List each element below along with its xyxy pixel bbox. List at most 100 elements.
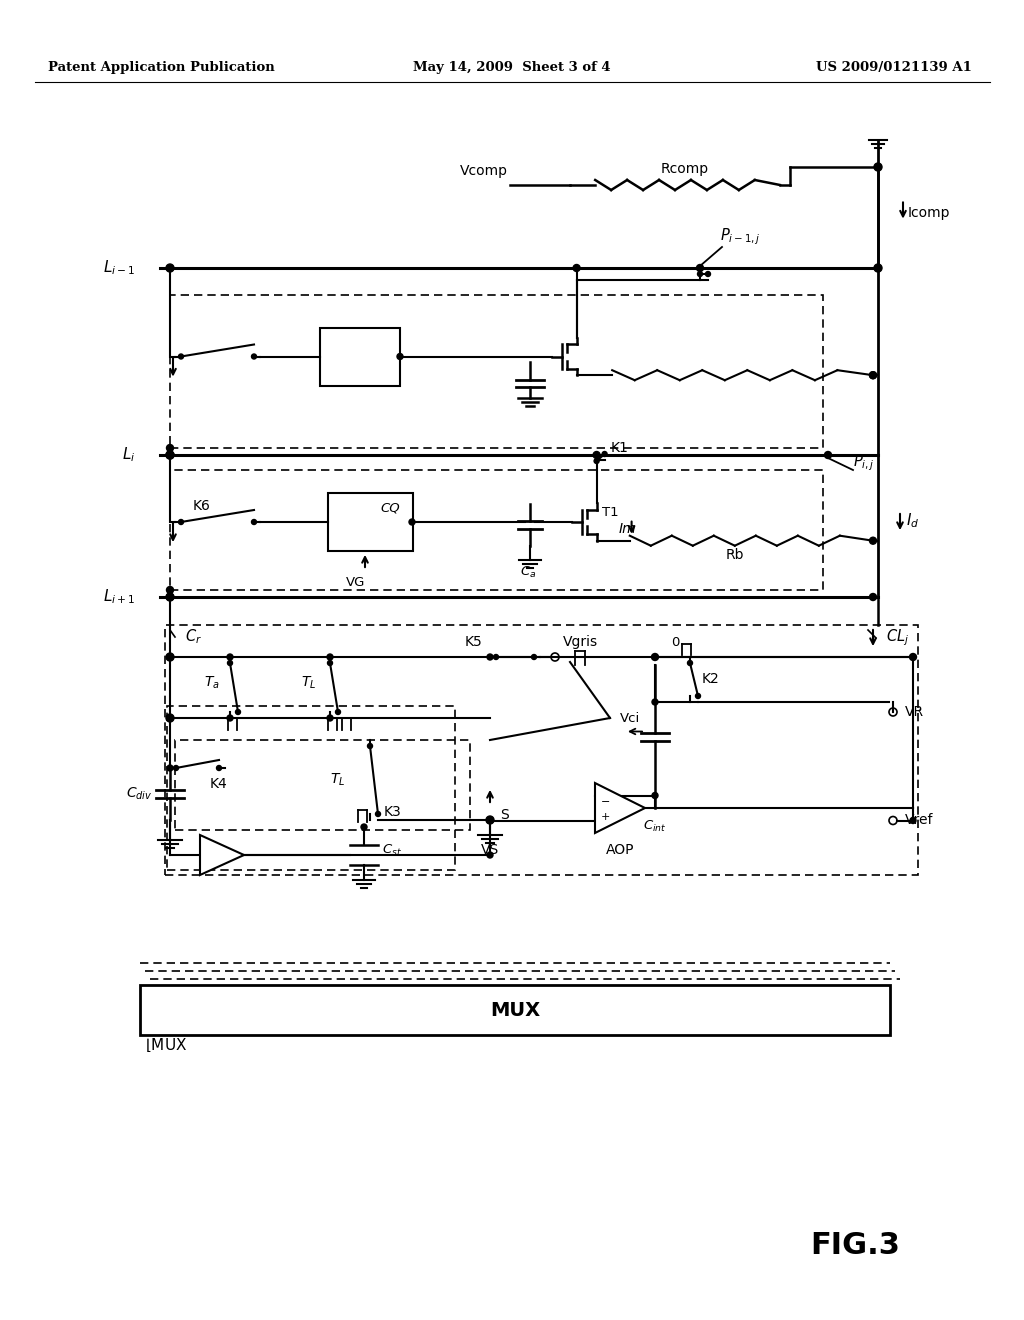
- Circle shape: [652, 700, 658, 705]
- Text: $C_{div}$: $C_{div}$: [126, 785, 152, 803]
- Circle shape: [602, 451, 607, 457]
- Circle shape: [494, 655, 499, 660]
- Circle shape: [874, 264, 882, 272]
- Circle shape: [327, 653, 333, 660]
- Text: S: S: [500, 808, 509, 822]
- Circle shape: [166, 653, 174, 661]
- Text: MUX: MUX: [489, 1001, 540, 1019]
- Text: Vgris: Vgris: [562, 635, 598, 649]
- Circle shape: [593, 451, 600, 458]
- Text: K2: K2: [702, 672, 720, 686]
- Circle shape: [166, 714, 174, 722]
- Text: Rcomp: Rcomp: [660, 162, 709, 176]
- Text: AOP: AOP: [606, 843, 634, 857]
- Text: $\lfloor$MUX: $\lfloor$MUX: [145, 1036, 187, 1053]
- Circle shape: [652, 792, 658, 799]
- Circle shape: [869, 372, 877, 379]
- Bar: [140, 985, 890, 1035]
- Bar: [167, 706, 455, 870]
- Circle shape: [397, 354, 403, 359]
- Circle shape: [531, 655, 537, 660]
- Text: CQ: CQ: [380, 502, 399, 515]
- Circle shape: [376, 812, 381, 817]
- Bar: [328, 492, 413, 550]
- Text: $P_{i-1,j}$: $P_{i-1,j}$: [720, 227, 761, 247]
- Circle shape: [173, 766, 178, 771]
- Polygon shape: [200, 836, 244, 875]
- Text: $T_L$: $T_L$: [330, 772, 345, 788]
- Text: $C_r$: $C_r$: [185, 627, 202, 647]
- Circle shape: [594, 458, 599, 463]
- Text: Vci: Vci: [620, 711, 640, 725]
- Circle shape: [869, 372, 877, 379]
- Circle shape: [869, 594, 877, 601]
- Text: $T_L$: $T_L$: [301, 675, 316, 690]
- Circle shape: [361, 824, 367, 830]
- Text: K6: K6: [193, 499, 211, 513]
- Circle shape: [167, 445, 173, 451]
- Circle shape: [910, 817, 916, 824]
- Circle shape: [167, 586, 173, 594]
- Circle shape: [409, 519, 415, 525]
- Circle shape: [487, 851, 493, 858]
- Circle shape: [697, 272, 702, 276]
- Bar: [319, 327, 400, 385]
- Bar: [175, 741, 470, 830]
- Circle shape: [706, 272, 711, 276]
- Text: May 14, 2009  Sheet 3 of 4: May 14, 2009 Sheet 3 of 4: [414, 61, 610, 74]
- Circle shape: [167, 594, 173, 601]
- Text: Rb: Rb: [726, 548, 744, 562]
- Text: $+$: $+$: [600, 810, 610, 822]
- Circle shape: [227, 715, 233, 721]
- Text: $L_{i-1}$: $L_{i-1}$: [102, 259, 135, 277]
- Text: $-$: $-$: [600, 795, 610, 805]
- Bar: [165, 624, 918, 875]
- Text: K3: K3: [384, 805, 401, 818]
- Text: $CL_j$: $CL_j$: [886, 628, 909, 648]
- Circle shape: [909, 653, 916, 660]
- Circle shape: [336, 710, 341, 714]
- Circle shape: [227, 653, 233, 660]
- Text: Vcomp: Vcomp: [460, 164, 508, 178]
- Circle shape: [328, 660, 333, 665]
- Text: VR: VR: [905, 705, 924, 719]
- Circle shape: [227, 660, 232, 665]
- Text: K1: K1: [610, 441, 629, 455]
- Text: FIG.3: FIG.3: [810, 1230, 900, 1259]
- Text: Im: Im: [618, 521, 636, 536]
- Circle shape: [166, 451, 174, 459]
- Text: $C_{st}$: $C_{st}$: [382, 842, 402, 858]
- Circle shape: [487, 817, 493, 824]
- Circle shape: [651, 653, 658, 660]
- Circle shape: [178, 354, 183, 359]
- Circle shape: [573, 264, 581, 272]
- Circle shape: [252, 354, 256, 359]
- Circle shape: [166, 451, 174, 459]
- Text: K5: K5: [464, 635, 482, 649]
- Circle shape: [236, 710, 241, 714]
- Circle shape: [167, 766, 173, 771]
- Text: $T_a$: $T_a$: [204, 675, 220, 690]
- Circle shape: [869, 537, 877, 544]
- Circle shape: [166, 593, 174, 601]
- Circle shape: [178, 520, 183, 524]
- Text: Icomp: Icomp: [908, 206, 950, 219]
- Text: $L_{i+1}$: $L_{i+1}$: [102, 587, 135, 606]
- Circle shape: [216, 766, 221, 771]
- Circle shape: [486, 816, 494, 824]
- Circle shape: [695, 693, 700, 698]
- Text: $C_{int}$: $C_{int}$: [643, 818, 667, 833]
- Bar: [170, 470, 823, 590]
- Circle shape: [252, 520, 256, 524]
- Text: Vref: Vref: [905, 813, 934, 828]
- Bar: [170, 294, 823, 447]
- Circle shape: [166, 264, 174, 272]
- Circle shape: [696, 264, 703, 272]
- Text: $P_{i,j}$: $P_{i,j}$: [853, 453, 874, 474]
- Circle shape: [687, 660, 692, 665]
- Polygon shape: [595, 783, 645, 833]
- Text: $C_a$: $C_a$: [520, 565, 537, 579]
- Circle shape: [327, 715, 333, 721]
- Text: US 2009/0121139 A1: US 2009/0121139 A1: [816, 61, 972, 74]
- Text: T1: T1: [602, 506, 618, 519]
